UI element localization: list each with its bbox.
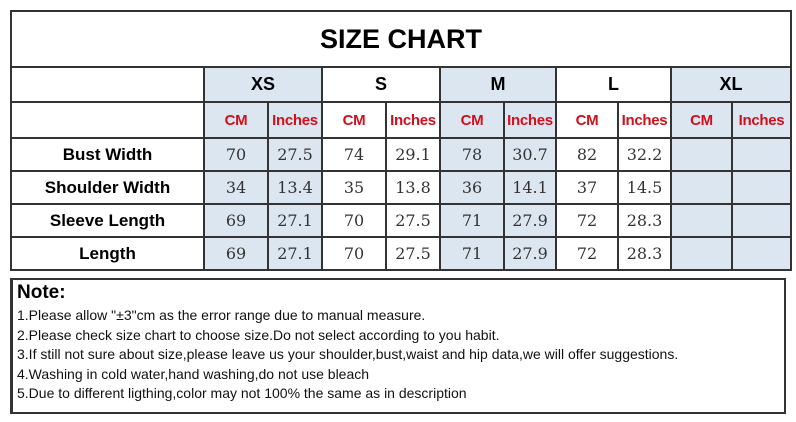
row-label: Length bbox=[10, 236, 205, 271]
value-cell: 14.5 bbox=[617, 170, 672, 205]
value-cell: 13.4 bbox=[267, 170, 323, 205]
size-chart-table: SIZE CHART XS S M L XL CM Inches CM Inches CM Inc… bbox=[10, 10, 792, 271]
unit-header-cm: CM bbox=[439, 101, 505, 139]
note-line: 4.Washing in cold water,hand washing,do … bbox=[17, 365, 370, 382]
chart-title: SIZE CHART bbox=[10, 10, 792, 68]
value-cell: 70 bbox=[321, 203, 387, 238]
size-header-m: M bbox=[439, 66, 557, 103]
value-cell: 69 bbox=[203, 236, 269, 271]
unit-header-in: Inches bbox=[731, 101, 792, 139]
size-header-xl: XL bbox=[670, 66, 792, 103]
blank-cell bbox=[10, 66, 205, 103]
value-cell: 37 bbox=[555, 170, 619, 205]
note-line: 5.Due to different ligthing,color may no… bbox=[17, 385, 467, 401]
value-cell bbox=[670, 203, 733, 238]
value-cell: 29.1 bbox=[385, 137, 441, 172]
value-cell: 36 bbox=[439, 170, 505, 205]
value-cell: 82 bbox=[555, 137, 619, 172]
blank-cell bbox=[10, 101, 205, 139]
table-row: Length 69 27.1 70 27.5 71 27.9 72 28.3 bbox=[10, 236, 792, 271]
value-cell: 28.3 bbox=[617, 236, 672, 271]
value-cell: 27.1 bbox=[267, 236, 323, 271]
unit-header-in: Inches bbox=[503, 101, 557, 139]
value-cell: 14.1 bbox=[503, 170, 557, 205]
row-label: Bust Width bbox=[10, 137, 205, 172]
value-cell: 71 bbox=[439, 203, 505, 238]
value-cell: 70 bbox=[203, 137, 269, 172]
note-box: Note: 1.Please allow "±3"cm as the error… bbox=[10, 278, 786, 414]
value-cell: 27.5 bbox=[385, 203, 441, 238]
value-cell bbox=[731, 236, 792, 271]
unit-header-in: Inches bbox=[617, 101, 672, 139]
value-cell: 28.3 bbox=[617, 203, 672, 238]
value-cell bbox=[731, 137, 792, 172]
unit-header-cm: CM bbox=[203, 101, 269, 139]
unit-header-cm: CM bbox=[555, 101, 619, 139]
value-cell: 69 bbox=[203, 203, 269, 238]
value-cell: 13.8 bbox=[385, 170, 441, 205]
unit-header-in: Inches bbox=[385, 101, 441, 139]
value-cell bbox=[731, 203, 792, 238]
value-cell: 27.5 bbox=[385, 236, 441, 271]
value-cell: 32.2 bbox=[617, 137, 672, 172]
value-cell: 34 bbox=[203, 170, 269, 205]
value-cell: 72 bbox=[555, 203, 619, 238]
note-line: 1.Please allow "±3"cm as the error range… bbox=[17, 307, 426, 323]
value-cell bbox=[670, 236, 733, 271]
size-header-s: S bbox=[321, 66, 441, 103]
value-cell: 74 bbox=[321, 137, 387, 172]
note-line: 3.If still not sure about size,please le… bbox=[17, 346, 679, 362]
value-cell: 71 bbox=[439, 236, 505, 271]
note-heading: Note: bbox=[17, 282, 66, 303]
value-cell bbox=[670, 170, 733, 205]
row-label: Sleeve Length bbox=[10, 203, 205, 238]
value-cell: 27.5 bbox=[267, 137, 323, 172]
value-cell: 27.9 bbox=[503, 236, 557, 271]
row-label: Shoulder Width bbox=[10, 170, 205, 205]
value-cell: 30.7 bbox=[503, 137, 557, 172]
table-row: Sleeve Length 69 27.1 70 27.5 71 27.9 72 28.3 bbox=[10, 203, 792, 238]
value-cell: 72 bbox=[555, 236, 619, 271]
table-row: Bust Width 70 27.5 74 29.1 78 30.7 82 32.2 bbox=[10, 137, 792, 172]
unit-header-in: Inches bbox=[267, 101, 323, 139]
unit-header-cm: CM bbox=[321, 101, 387, 139]
table-row: Shoulder Width 34 13.4 35 13.8 36 14.1 37 14.5 bbox=[10, 170, 792, 205]
value-cell: 27.9 bbox=[503, 203, 557, 238]
note-line: 2.Please check size chart to choose size… bbox=[17, 326, 500, 343]
size-header-l: L bbox=[555, 66, 672, 103]
value-cell bbox=[670, 137, 733, 172]
value-cell: 78 bbox=[439, 137, 505, 172]
unit-header-cm: CM bbox=[670, 101, 733, 139]
size-header-xs: XS bbox=[203, 66, 323, 103]
value-cell: 35 bbox=[321, 170, 387, 205]
value-cell: 27.1 bbox=[267, 203, 323, 238]
value-cell bbox=[731, 170, 792, 205]
value-cell: 70 bbox=[321, 236, 387, 271]
